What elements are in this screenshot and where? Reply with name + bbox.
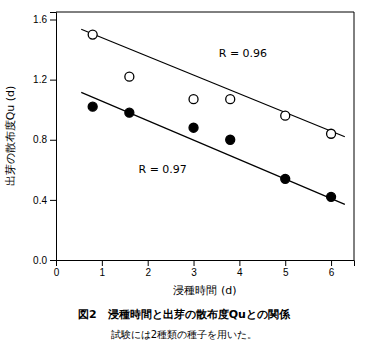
regression-line <box>81 29 345 136</box>
tick: 1.6 <box>33 14 56 25</box>
tick: 4 <box>237 260 243 278</box>
filled-point <box>88 102 97 111</box>
tick-mark <box>194 260 195 266</box>
open-point <box>226 95 235 104</box>
tick: 0.8 <box>33 134 56 145</box>
filled-point <box>281 174 290 183</box>
y-axis: 0.0 0.4 0.8 1.2 1.6 <box>33 13 56 266</box>
tick-label: 5 <box>283 267 289 278</box>
tick: 1 <box>100 260 106 278</box>
tick-label: 2 <box>145 267 151 278</box>
tick-label: 0.4 <box>33 195 47 206</box>
open-point <box>281 111 290 120</box>
filled-point <box>226 135 235 144</box>
tick-mark <box>285 260 286 266</box>
tick-label: 6 <box>329 267 335 278</box>
tick-mark <box>50 140 56 141</box>
subtitle: 試験には2種類の種子を用いた。 <box>111 329 257 340</box>
x-axis-title: 浸種時間 (d) <box>173 284 236 297</box>
open-point <box>189 95 198 104</box>
tick-label: 0.0 <box>33 255 47 266</box>
tick: 5 <box>283 260 289 278</box>
tick: 0 <box>54 260 60 278</box>
tick: 6 <box>329 260 335 278</box>
plot: 0 1 2 3 4 5 6 0.0 0.4 0.8 1.2 1.6 R = 0.96 R = 0.97 <box>33 12 354 278</box>
axis-line <box>57 261 355 267</box>
filled-point <box>327 192 336 201</box>
tick-mark <box>50 20 56 21</box>
annotations: R = 0.96 R = 0.97 <box>139 47 268 176</box>
tick-label: 0 <box>54 267 60 278</box>
marks <box>81 29 345 204</box>
point-group <box>88 102 335 201</box>
filled-point <box>189 123 198 132</box>
y-axis-title: 出芽の散布度Qu (d) <box>4 86 17 187</box>
tick: 0.4 <box>33 195 56 206</box>
axis-line <box>50 13 57 261</box>
tick: 3 <box>191 260 197 278</box>
tick: 1.2 <box>33 74 56 85</box>
regression-line <box>81 92 345 204</box>
x-axis: 0 1 2 3 4 5 6 <box>54 260 355 278</box>
tick: 2 <box>145 260 151 278</box>
filled-point <box>125 108 134 117</box>
tick-label: 0.8 <box>33 134 47 145</box>
tick-label: 1.6 <box>33 14 47 25</box>
chart: 0 1 2 3 4 5 6 0.0 0.4 0.8 1.2 1.6 R = 0.96 R = 0.97 浸種… <box>0 0 368 348</box>
tick-mark <box>239 260 240 266</box>
annotation: R = 0.97 <box>139 163 187 176</box>
tick-mark <box>50 260 56 261</box>
tick-label: 1.2 <box>33 74 47 85</box>
tick-mark <box>148 260 149 266</box>
frame <box>56 12 354 13</box>
tick-label: 3 <box>191 267 197 278</box>
tick-mark <box>331 260 332 266</box>
title: 図2 浸種時間と出芽の散布度Quとの関係 <box>78 308 291 321</box>
open-point <box>125 72 134 81</box>
point-group <box>88 30 335 138</box>
open-point <box>327 129 336 138</box>
tick-mark <box>50 80 56 81</box>
annotation: R = 0.96 <box>219 47 267 60</box>
open-point <box>88 30 97 39</box>
tick: 0.0 <box>33 255 56 266</box>
tick-label: 4 <box>237 267 243 278</box>
tick-label: 1 <box>100 267 106 278</box>
tick-mark <box>102 260 103 266</box>
frame <box>354 12 355 260</box>
tick-mark <box>50 200 56 201</box>
